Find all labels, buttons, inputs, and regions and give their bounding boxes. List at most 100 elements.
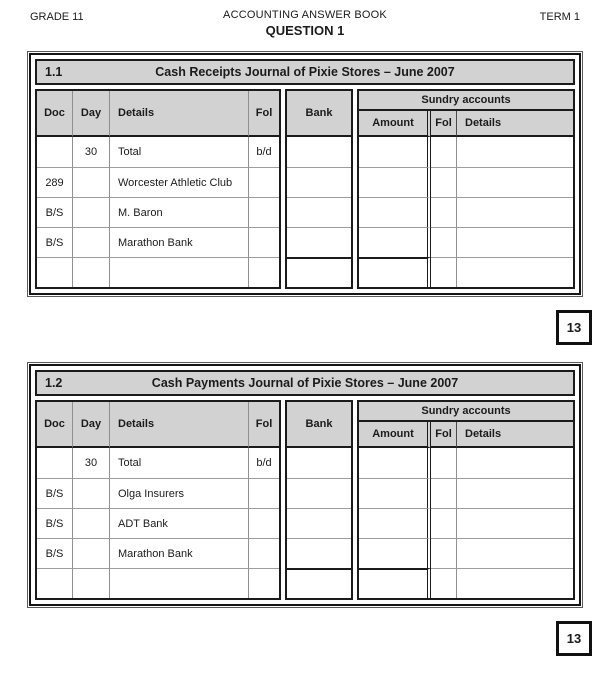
journal-title: Cash Receipts Journal of Pixie Stores – … bbox=[155, 65, 455, 79]
details-cell: Total bbox=[110, 137, 249, 167]
journal-number: 1.1 bbox=[45, 65, 63, 79]
bank-cell bbox=[287, 167, 351, 197]
col-header-sundry-fol: Fol bbox=[431, 111, 457, 137]
journal-title: Cash Payments Journal of Pixie Stores – … bbox=[151, 376, 459, 390]
journal-table-1-2: 1.2 Cash Payments Journal of Pixie Store… bbox=[27, 362, 583, 608]
bank-cell bbox=[287, 137, 351, 167]
doc-cell bbox=[37, 448, 73, 478]
doc-cell: B/S bbox=[37, 538, 73, 568]
fol-cell bbox=[249, 257, 279, 287]
col-header-fol: Fol bbox=[249, 402, 279, 448]
fol-cell bbox=[249, 167, 279, 197]
amount-cell bbox=[359, 478, 431, 508]
sundry-details-cell bbox=[457, 167, 573, 197]
sundry-details-cell bbox=[457, 508, 573, 538]
day-cell bbox=[73, 197, 110, 227]
sundry-details-cell bbox=[457, 197, 573, 227]
sundry-fol-cell bbox=[431, 197, 457, 227]
bank-cell bbox=[287, 197, 351, 227]
amount-cell bbox=[359, 167, 431, 197]
day-cell bbox=[73, 257, 110, 287]
marks-value: 13 bbox=[566, 631, 582, 646]
day-cell bbox=[73, 538, 110, 568]
sundry-details-cell bbox=[457, 227, 573, 257]
amount-cell bbox=[359, 448, 431, 478]
sundry-details-cell bbox=[457, 538, 573, 568]
fol-cell bbox=[249, 508, 279, 538]
page-header: GRADE 11 ACCOUNTING ANSWER BOOK QUESTION… bbox=[0, 0, 609, 38]
amount-total-cell bbox=[359, 257, 431, 287]
sundry-fol-cell bbox=[431, 137, 457, 167]
marks-box: 13 bbox=[556, 621, 592, 656]
book-title: ACCOUNTING ANSWER BOOK bbox=[223, 9, 387, 21]
fol-cell bbox=[249, 568, 279, 598]
doc-cell bbox=[37, 137, 73, 167]
sundry-accounts-block: Sundry accounts Amount Fol Details bbox=[357, 89, 575, 289]
journal-grid: Doc Day Details Fol 30 Total b/d 289 Wor… bbox=[35, 89, 575, 289]
sundry-fol-cell bbox=[431, 167, 457, 197]
col-header-sundry-accounts: Sundry accounts bbox=[359, 91, 573, 111]
left-column-block: Doc Day Details Fol 30 Total b/d B/S Olg… bbox=[35, 400, 281, 600]
doc-cell: B/S bbox=[37, 508, 73, 538]
marks-row: 13 bbox=[0, 621, 609, 656]
amount-total-cell bbox=[359, 568, 431, 598]
journal-inner: 1.2 Cash Payments Journal of Pixie Store… bbox=[29, 364, 581, 606]
doc-cell: B/S bbox=[37, 478, 73, 508]
col-header-day: Day bbox=[73, 402, 110, 448]
amount-cell bbox=[359, 227, 431, 257]
day-cell bbox=[73, 167, 110, 197]
journal-number: 1.2 bbox=[45, 376, 63, 390]
day-cell: 30 bbox=[73, 137, 110, 167]
col-header-doc: Doc bbox=[37, 91, 73, 137]
doc-cell: 289 bbox=[37, 167, 73, 197]
col-header-details: Details bbox=[110, 91, 249, 137]
col-header-doc: Doc bbox=[37, 402, 73, 448]
journal-table-1-1: 1.1 Cash Receipts Journal of Pixie Store… bbox=[27, 51, 583, 297]
sundry-details-cell bbox=[457, 448, 573, 478]
fol-cell: b/d bbox=[256, 457, 272, 469]
bank-column-block: Bank bbox=[285, 400, 353, 600]
journal-inner: 1.1 Cash Receipts Journal of Pixie Store… bbox=[29, 53, 581, 295]
marks-row: 13 bbox=[0, 310, 609, 345]
sundry-details-cell bbox=[457, 137, 573, 167]
sundry-fol-cell bbox=[431, 478, 457, 508]
journal-title-bar: 1.2 Cash Payments Journal of Pixie Store… bbox=[35, 370, 575, 396]
day-cell bbox=[73, 508, 110, 538]
details-cell bbox=[110, 257, 249, 287]
day-cell: 30 bbox=[73, 448, 110, 478]
page-header-center: ACCOUNTING ANSWER BOOK QUESTION 1 bbox=[223, 9, 387, 38]
details-cell: M. Baron bbox=[110, 197, 249, 227]
col-header-day: Day bbox=[73, 91, 110, 137]
bank-total-cell bbox=[287, 257, 351, 287]
sundry-fol-cell bbox=[431, 448, 457, 478]
sundry-details-cell bbox=[457, 478, 573, 508]
sundry-details-cell bbox=[457, 568, 573, 598]
col-header-details: Details bbox=[110, 402, 249, 448]
sundry-fol-cell bbox=[431, 508, 457, 538]
fol-cell bbox=[249, 197, 279, 227]
details-cell: Olga Insurers bbox=[110, 478, 249, 508]
col-header-sundry-fol: Fol bbox=[431, 422, 457, 448]
col-header-amount: Amount bbox=[359, 422, 431, 448]
left-column-block: Doc Day Details Fol 30 Total b/d 289 Wor… bbox=[35, 89, 281, 289]
details-cell: Worcester Athletic Club bbox=[110, 167, 249, 197]
sundry-accounts-block: Sundry accounts Amount Fol Details bbox=[357, 400, 575, 600]
amount-cell bbox=[359, 508, 431, 538]
bank-cell bbox=[287, 478, 351, 508]
grade-label: GRADE 11 bbox=[30, 11, 84, 23]
col-header-fol: Fol bbox=[249, 91, 279, 137]
question-title: QUESTION 1 bbox=[265, 23, 345, 38]
col-header-amount: Amount bbox=[359, 111, 431, 137]
journal-grid: Doc Day Details Fol 30 Total b/d B/S Olg… bbox=[35, 400, 575, 600]
fol-cell: b/d bbox=[256, 146, 272, 158]
fol-cell bbox=[249, 478, 279, 508]
fol-cell bbox=[249, 538, 279, 568]
doc-cell bbox=[37, 568, 73, 598]
bank-cell bbox=[287, 538, 351, 568]
day-cell bbox=[73, 568, 110, 598]
bank-cell bbox=[287, 448, 351, 478]
col-header-sundry-details: Details bbox=[457, 111, 573, 137]
marks-value: 13 bbox=[566, 320, 582, 335]
sundry-fol-cell bbox=[431, 538, 457, 568]
details-cell: Marathon Bank bbox=[110, 538, 249, 568]
